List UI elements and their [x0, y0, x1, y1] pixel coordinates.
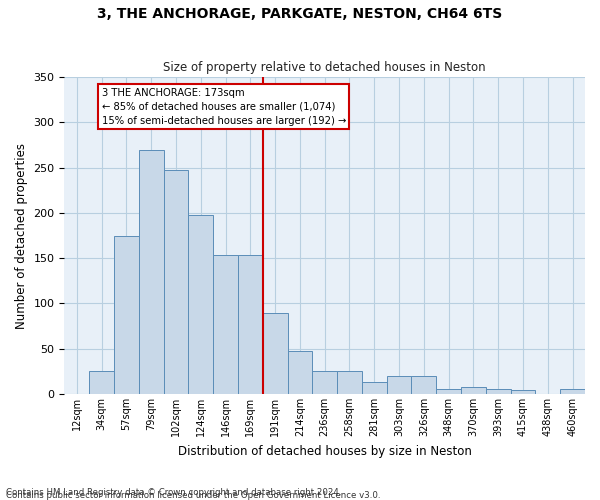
Bar [89, 372, 114, 394]
Text: 3 THE ANCHORAGE: 173sqm
← 85% of detached houses are smaller (1,074)
15% of semi: 3 THE ANCHORAGE: 173sqm ← 85% of detache… [101, 88, 346, 126]
Bar [114, 236, 139, 394]
Bar [337, 372, 362, 394]
X-axis label: Distribution of detached houses by size in Neston: Distribution of detached houses by size … [178, 444, 472, 458]
Text: Contains public sector information licensed under the Open Government Licence v3: Contains public sector information licen… [6, 491, 380, 500]
Bar [238, 256, 263, 394]
Bar [188, 214, 213, 394]
Bar [263, 312, 287, 394]
Bar [313, 372, 337, 394]
Y-axis label: Number of detached properties: Number of detached properties [15, 142, 28, 328]
Bar [511, 390, 535, 394]
Bar [213, 256, 238, 394]
Bar [486, 390, 511, 394]
Bar [386, 376, 412, 394]
Text: 3, THE ANCHORAGE, PARKGATE, NESTON, CH64 6TS: 3, THE ANCHORAGE, PARKGATE, NESTON, CH64… [97, 8, 503, 22]
Bar [412, 376, 436, 394]
Bar [436, 388, 461, 394]
Bar [164, 170, 188, 394]
Bar [287, 352, 313, 394]
Bar [362, 382, 386, 394]
Bar [139, 150, 164, 394]
Text: Contains HM Land Registry data © Crown copyright and database right 2024.: Contains HM Land Registry data © Crown c… [6, 488, 341, 497]
Bar [560, 388, 585, 394]
Title: Size of property relative to detached houses in Neston: Size of property relative to detached ho… [163, 62, 486, 74]
Bar [461, 387, 486, 394]
